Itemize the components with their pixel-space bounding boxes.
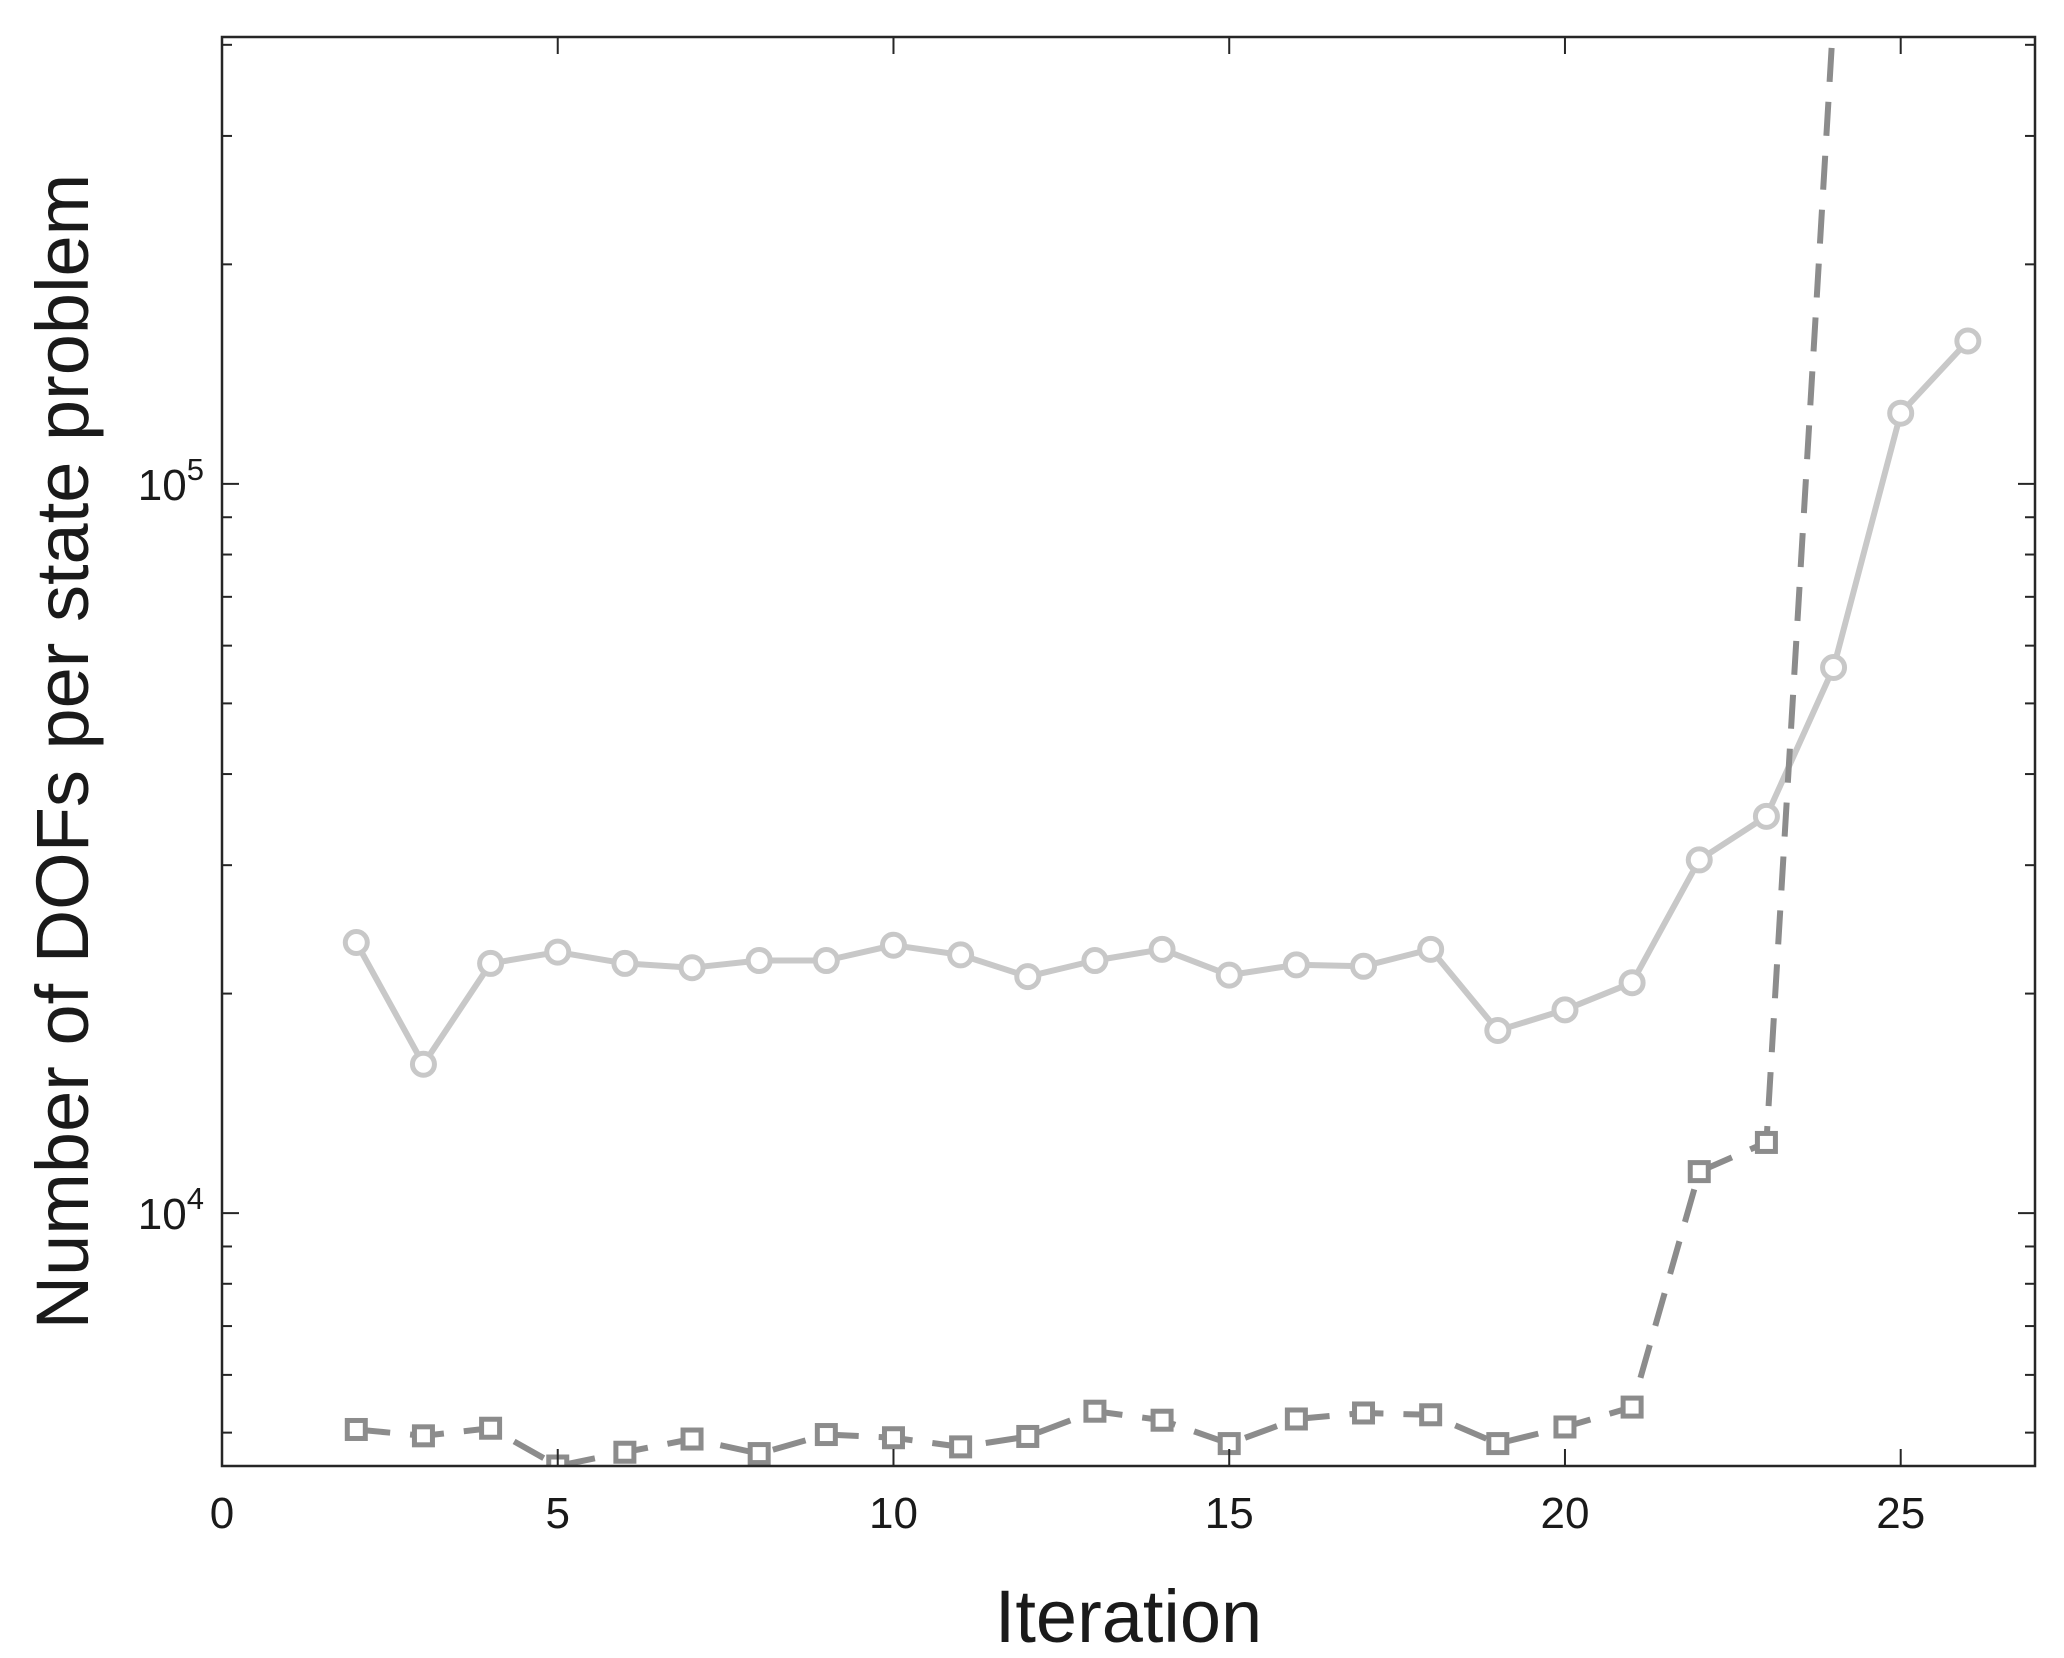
data-point [1148, 935, 1176, 963]
data-point [814, 1423, 838, 1447]
data-point [1417, 935, 1445, 963]
data-point [1016, 1424, 1040, 1448]
data-point [1284, 1407, 1308, 1431]
data-point [1081, 947, 1109, 975]
x-axis-label: Iteration [995, 1575, 1262, 1653]
data-point [1618, 969, 1646, 997]
y-tick-base: 10 [138, 1190, 187, 1239]
data-point [613, 1440, 637, 1464]
data-point [680, 1427, 704, 1451]
data-point [1352, 1401, 1376, 1425]
data-point [1620, 1395, 1644, 1419]
x-tick-label: 15 [1205, 1489, 1254, 1538]
data-point [1551, 996, 1579, 1024]
data-point [1685, 846, 1713, 874]
data-point [611, 949, 639, 977]
data-point [1486, 1432, 1510, 1456]
x-tick-label: 0 [210, 1489, 234, 1538]
data-point [1820, 653, 1848, 681]
data-point [747, 1442, 771, 1466]
data-point [544, 938, 572, 966]
data-point [949, 1435, 973, 1459]
x-tick-label: 5 [545, 1489, 569, 1538]
data-point [342, 929, 370, 957]
data-point [409, 1050, 437, 1078]
data-point [344, 1417, 368, 1441]
series-group [342, 6, 1982, 1466]
data-point [1419, 1403, 1443, 1427]
data-point [477, 949, 505, 977]
data-point [879, 931, 907, 959]
data-point [1687, 1160, 1711, 1184]
data-point [1754, 1130, 1778, 1154]
series-line-1 [356, 37, 1836, 1466]
y-tick-exponent: 5 [187, 452, 204, 487]
series-1 [344, 6, 1843, 1466]
y-tick-exponent: 4 [187, 1181, 204, 1216]
data-point [881, 1426, 905, 1450]
data-point [678, 954, 706, 982]
y-tick-base: 10 [138, 461, 187, 510]
data-point [1014, 963, 1042, 991]
data-point [1752, 802, 1780, 830]
data-point [479, 1416, 503, 1440]
data-point [1083, 1399, 1107, 1423]
data-point [1350, 952, 1378, 980]
data-point [812, 947, 840, 975]
data-point [1887, 399, 1915, 427]
data-point [1484, 1016, 1512, 1044]
y-tick-label: 105 [138, 452, 204, 510]
x-tick-label: 20 [1540, 1489, 1589, 1538]
data-point [745, 947, 773, 975]
data-point [1282, 951, 1310, 979]
y-axis-label: Number of DOFs per state problem [21, 174, 104, 1330]
series-0 [342, 327, 1982, 1078]
data-point [1553, 1415, 1577, 1439]
data-point [1150, 1408, 1174, 1432]
data-point [1954, 327, 1982, 355]
y-tick-label: 104 [138, 1181, 204, 1239]
plot-frame [220, 35, 2037, 1468]
data-point [1215, 961, 1243, 989]
data-point [411, 1424, 435, 1448]
data-point [947, 941, 975, 969]
data-point [1825, 6, 1843, 24]
x-tick-label: 25 [1876, 1489, 1925, 1538]
x-tick-label: 10 [869, 1489, 918, 1538]
